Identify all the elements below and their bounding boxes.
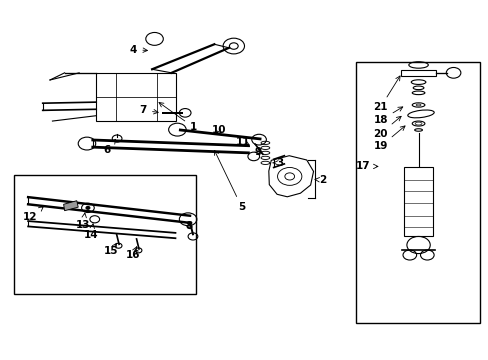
Text: 12: 12 <box>23 207 43 222</box>
Text: 21: 21 <box>373 76 399 112</box>
Text: 9: 9 <box>254 147 261 157</box>
Text: 1: 1 <box>159 103 197 132</box>
Text: 8: 8 <box>184 221 192 231</box>
Text: 4: 4 <box>130 45 147 55</box>
Text: 6: 6 <box>103 139 115 156</box>
Text: 14: 14 <box>83 224 98 240</box>
Text: 7: 7 <box>140 105 158 115</box>
Text: 2: 2 <box>314 175 325 185</box>
Text: 16: 16 <box>125 247 140 260</box>
Text: 3: 3 <box>272 158 283 168</box>
Text: 10: 10 <box>211 125 225 135</box>
Circle shape <box>86 206 90 209</box>
Bar <box>14 175 196 294</box>
Bar <box>403 167 432 237</box>
Text: 11: 11 <box>236 137 250 147</box>
Text: 20: 20 <box>373 116 400 139</box>
Polygon shape <box>63 201 78 211</box>
Text: 17: 17 <box>356 161 377 171</box>
Text: 5: 5 <box>214 150 244 212</box>
Text: 18: 18 <box>373 107 402 125</box>
Text: 19: 19 <box>373 126 404 152</box>
Bar <box>96 73 176 121</box>
Bar <box>356 62 479 323</box>
Text: 13: 13 <box>76 213 90 230</box>
Text: 15: 15 <box>104 243 118 256</box>
